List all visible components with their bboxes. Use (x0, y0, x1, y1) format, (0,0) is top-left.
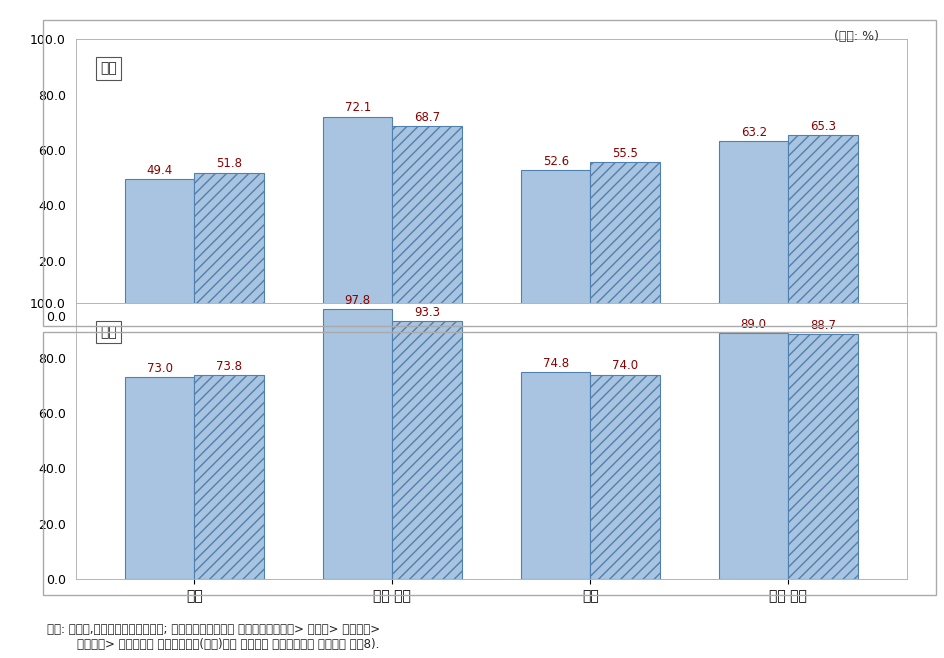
Bar (718, 141, 787, 316)
Text: 자료: 통계청,「경제활동인구조사」; 한국여성정책연구원 성인지통계시스템> 주제별> 경제활동>
        인력현황> 교육정도별 경제활동인구(성별: 자료: 통계청,「경제활동인구조사」; 한국여성정책연구원 성인지통계시스템> … (47, 623, 380, 651)
Bar (323, 116, 392, 316)
Text: 65.3: 65.3 (809, 120, 835, 133)
Text: 74.0: 74.0 (612, 359, 637, 372)
Bar (590, 374, 659, 579)
Text: 55.5: 55.5 (612, 147, 637, 161)
Bar (323, 309, 392, 579)
Text: (단위: %): (단위: %) (833, 30, 878, 43)
Bar (590, 163, 659, 316)
Bar (520, 372, 590, 579)
Text: 51.8: 51.8 (216, 157, 242, 170)
Bar (125, 180, 194, 316)
Bar (392, 126, 462, 316)
Bar (718, 333, 787, 579)
Text: 93.3: 93.3 (413, 306, 440, 319)
Text: 52.6: 52.6 (542, 155, 568, 168)
Text: 72.1: 72.1 (345, 101, 370, 114)
Text: 남성: 남성 (100, 325, 117, 339)
Text: 68.7: 68.7 (413, 111, 440, 124)
Bar (194, 172, 263, 316)
Bar (520, 170, 590, 316)
Text: 여성: 여성 (100, 62, 117, 76)
Bar (125, 377, 194, 579)
Text: 73.8: 73.8 (216, 360, 242, 373)
Text: 88.7: 88.7 (809, 318, 835, 332)
Text: 63.2: 63.2 (740, 126, 766, 139)
Text: 74.8: 74.8 (542, 357, 568, 370)
Text: 73.0: 73.0 (146, 362, 173, 375)
Text: 49.4: 49.4 (146, 164, 173, 177)
Text: 89.0: 89.0 (740, 318, 766, 331)
Bar (392, 321, 462, 579)
Bar (787, 136, 857, 316)
Bar (787, 334, 857, 579)
Bar (194, 375, 263, 579)
Text: 97.8: 97.8 (345, 293, 370, 307)
